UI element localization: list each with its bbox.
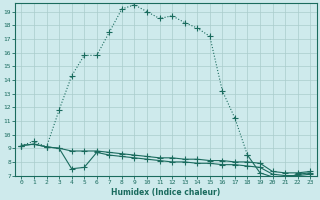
X-axis label: Humidex (Indice chaleur): Humidex (Indice chaleur) — [111, 188, 220, 197]
